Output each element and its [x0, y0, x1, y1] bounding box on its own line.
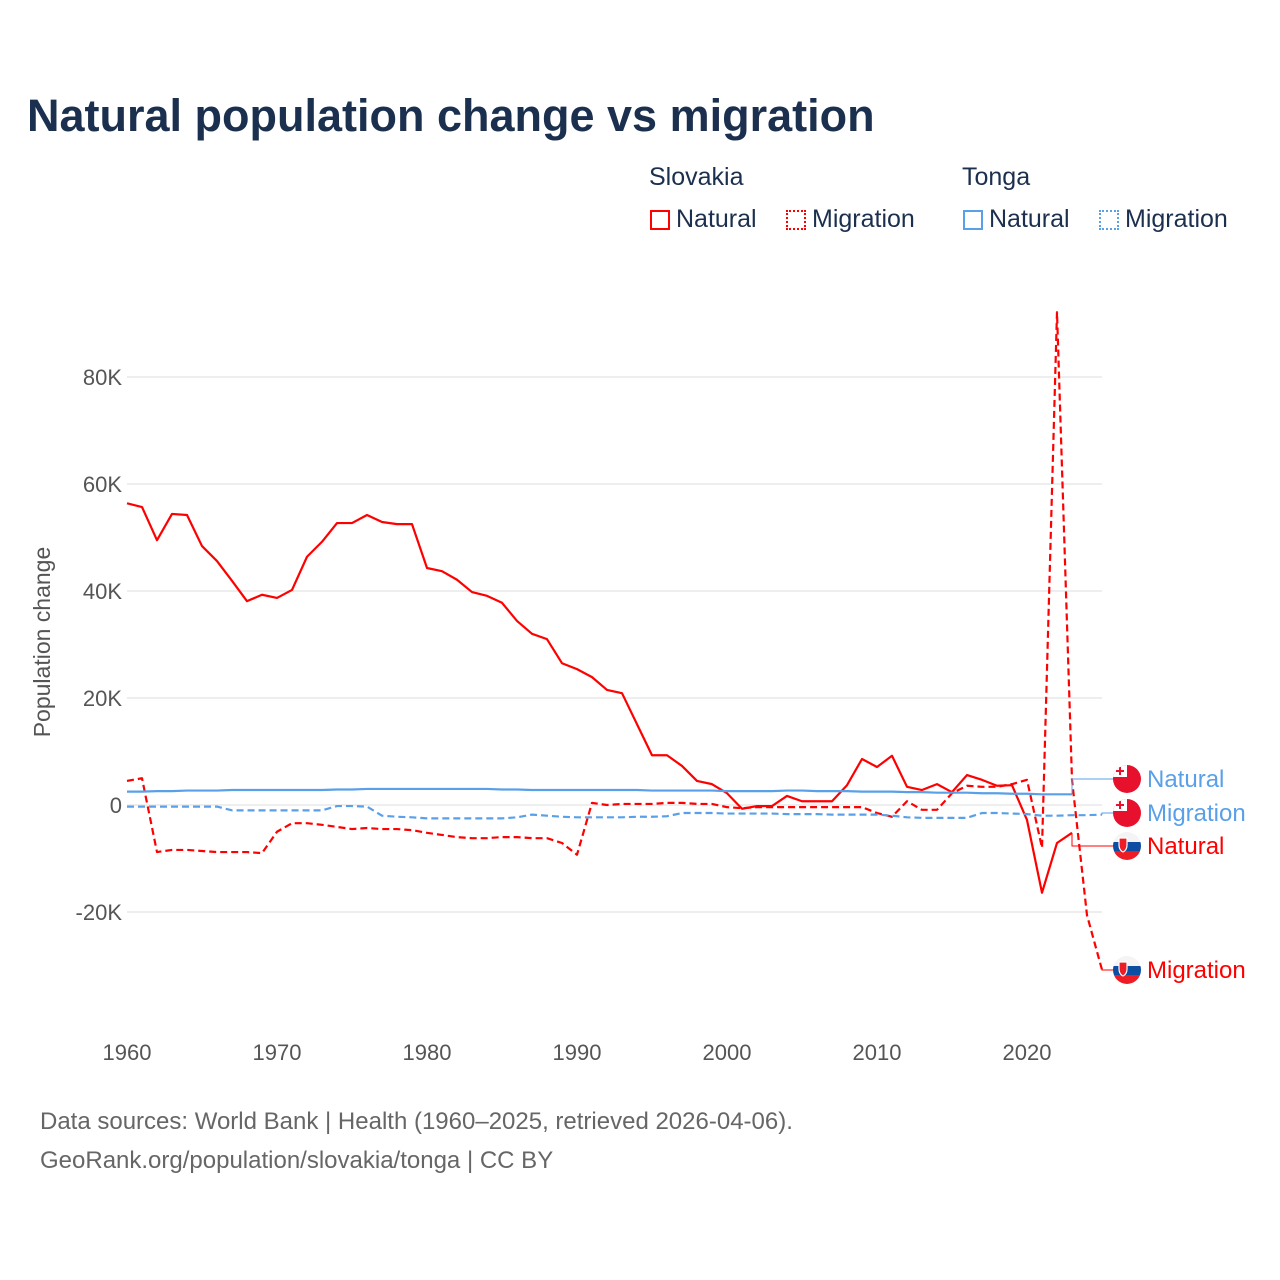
footer-sources: Data sources: World Bank | Health (1960–… — [40, 1108, 793, 1135]
flag-white — [1113, 956, 1141, 966]
flag-cross — [1116, 801, 1124, 809]
series-line-slovakia-migration — [126, 311, 1104, 971]
legend-slovakia-natural[interactable]: Natural — [650, 205, 757, 234]
flag-red — [1113, 975, 1141, 984]
x-tick-label: 2010 — [853, 1040, 902, 1065]
legend-label: Natural — [676, 205, 757, 233]
flag-body — [1113, 799, 1141, 827]
legend-label: Natural — [989, 205, 1070, 233]
slovakia-flag-icon — [1113, 832, 1141, 860]
series-line-slovakia-natural — [126, 502, 1073, 894]
flag-body — [1113, 956, 1141, 984]
y-tick-label: 0 — [110, 793, 122, 818]
y-tick-label: 20K — [83, 686, 122, 711]
legend-tonga-natural[interactable]: Natural — [963, 205, 1070, 234]
flag-shield — [1118, 961, 1128, 977]
end-label-slovakia-natural: Natural — [1147, 833, 1224, 860]
end-label-tonga-migration: Migration — [1147, 800, 1246, 827]
end-label-slovakia-migration: Migration — [1147, 957, 1246, 984]
flag-shield — [1118, 837, 1128, 853]
y-tick-label: -20K — [76, 900, 123, 925]
label-connector — [1071, 778, 1113, 795]
y-tick-label: 60K — [83, 472, 122, 497]
legend-group-slovakia: Slovakia — [649, 163, 744, 191]
series-line-tonga-migration — [127, 804, 1103, 820]
legend-group-tonga: Tonga — [962, 163, 1031, 191]
x-tick-label: 2020 — [1003, 1040, 1052, 1065]
y-tick-label: 40K — [83, 579, 122, 604]
dotted-swatch-icon — [786, 209, 806, 230]
series-line-tonga-natural — [127, 787, 1072, 796]
flag-body — [1113, 765, 1141, 793]
flag-red — [1113, 851, 1141, 860]
y-axis-label: Population change — [29, 547, 55, 738]
dotted-swatch-icon — [1099, 209, 1119, 230]
x-tick-label: 2000 — [703, 1040, 752, 1065]
solid-swatch-icon — [963, 209, 983, 230]
footer-attribution: GeoRank.org/population/slovakia/tonga | … — [40, 1147, 554, 1174]
flag-body — [1113, 832, 1141, 860]
slovakia-flag-icon — [1113, 956, 1141, 984]
x-tick-label: 1990 — [553, 1040, 602, 1065]
x-tick-label: 1960 — [103, 1040, 152, 1065]
solid-swatch-icon — [650, 209, 670, 230]
tonga-flag-icon — [1113, 799, 1141, 827]
y-tick-label: 80K — [83, 365, 122, 390]
label-connector — [1101, 812, 1113, 815]
x-tick-label: 1980 — [403, 1040, 452, 1065]
chart-title: Natural population change vs migration — [27, 90, 875, 141]
end-label-tonga-natural: Natural — [1147, 766, 1224, 793]
flag-cross — [1116, 767, 1124, 775]
flag-white — [1113, 832, 1141, 842]
legend-label: Migration — [1125, 205, 1228, 233]
legend-tonga-migration[interactable]: Migration — [1099, 205, 1228, 234]
label-connector — [1071, 832, 1113, 847]
legend-slovakia-migration[interactable]: Migration — [786, 205, 915, 234]
tonga-flag-icon — [1113, 765, 1141, 793]
legend-label: Migration — [812, 205, 915, 233]
x-tick-label: 1970 — [253, 1040, 302, 1065]
